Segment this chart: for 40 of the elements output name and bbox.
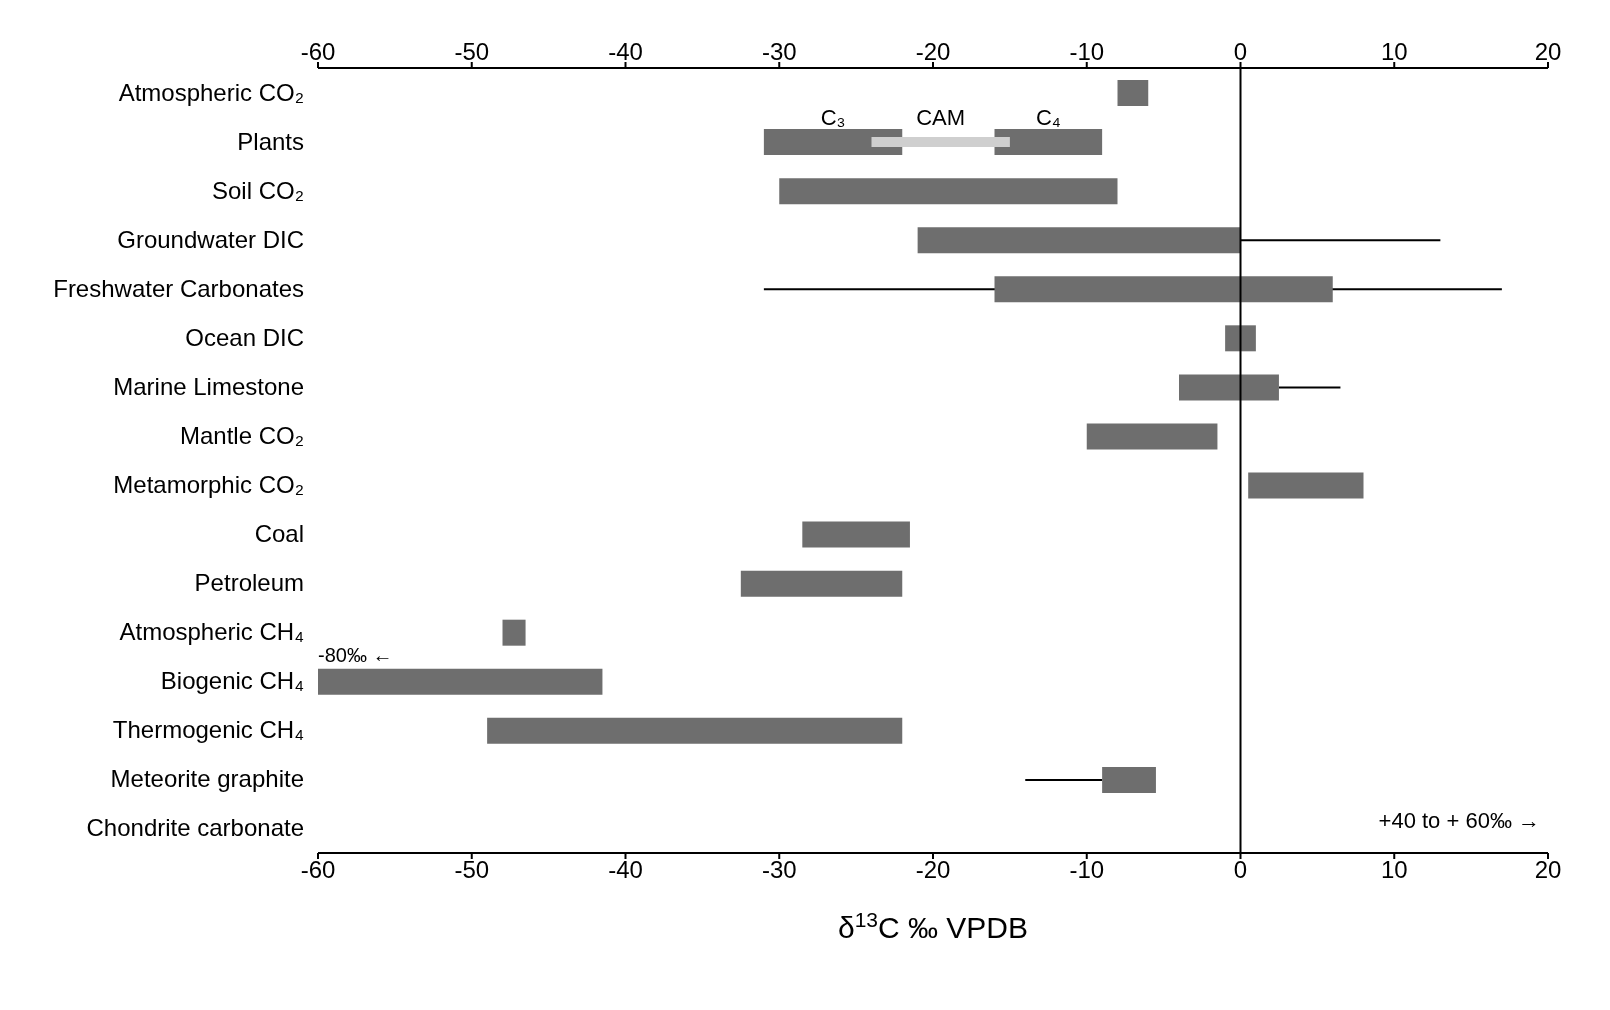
annotation: -80‰ ← [318, 644, 393, 667]
x2-tick-label: -10 [1069, 856, 1105, 884]
x-tick-label: 10 [1380, 38, 1408, 65]
y-tick-label: Thermogenic CH₄ [112, 716, 304, 744]
y-tick-label: Metamorphic CO₂ [113, 471, 304, 499]
x-tick-label: -20 [915, 38, 951, 65]
x-tick-label: -30 [761, 38, 797, 65]
y-tick-label: Soil CO₂ [211, 176, 304, 204]
x2-tick-label: 0 [1233, 856, 1248, 884]
x-tick-label: 0 [1233, 38, 1248, 65]
x2-tick-label: 10 [1380, 856, 1408, 884]
y-tick-label: Freshwater Carbonates [53, 274, 304, 302]
x-tick-label: -10 [1069, 38, 1105, 65]
y-tick-label: Petroleum [194, 569, 304, 597]
series-label: C₄ [1035, 105, 1061, 131]
y-tick-label: Atmospheric CH₄ [119, 618, 304, 646]
x2-tick-label: -50 [454, 856, 490, 884]
x2-tick-label: 20 [1534, 856, 1562, 884]
y-tick-label: Atmospheric CO₂ [118, 78, 304, 106]
series-label: CAM [916, 105, 966, 131]
y-tick-label: Marine Limestone [113, 372, 304, 400]
x-tick-label: -40 [608, 38, 643, 65]
x2-tick-label: -20 [915, 856, 951, 884]
x-tick-label: 20 [1534, 38, 1562, 65]
annotation: +40 to + 60‰ → [1378, 808, 1540, 834]
series-label: C₃ [820, 105, 846, 131]
y-tick-label: Biogenic CH₄ [160, 667, 304, 695]
y-tick-label: Chondrite carbonate [86, 814, 304, 842]
y-tick-label: Coal [254, 520, 304, 548]
y-tick-label: Ocean DIC [185, 323, 304, 351]
x-axis-title: δ$^{13}$C ‰ VPDB [837, 907, 1029, 944]
y-tick-label: Meteorite graphite [110, 765, 304, 793]
x-tick-label: -50 [454, 38, 490, 65]
x2-tick-label: -60 [300, 856, 336, 884]
y-tick-label: Plants [237, 127, 304, 155]
x2-tick-label: -30 [761, 856, 797, 884]
x-tick-label: -60 [300, 38, 336, 65]
y-tick-label: Mantle CO₂ [179, 421, 304, 449]
y-tick-label: Groundwater DIC [117, 225, 304, 253]
x2-tick-label: -40 [608, 856, 643, 884]
